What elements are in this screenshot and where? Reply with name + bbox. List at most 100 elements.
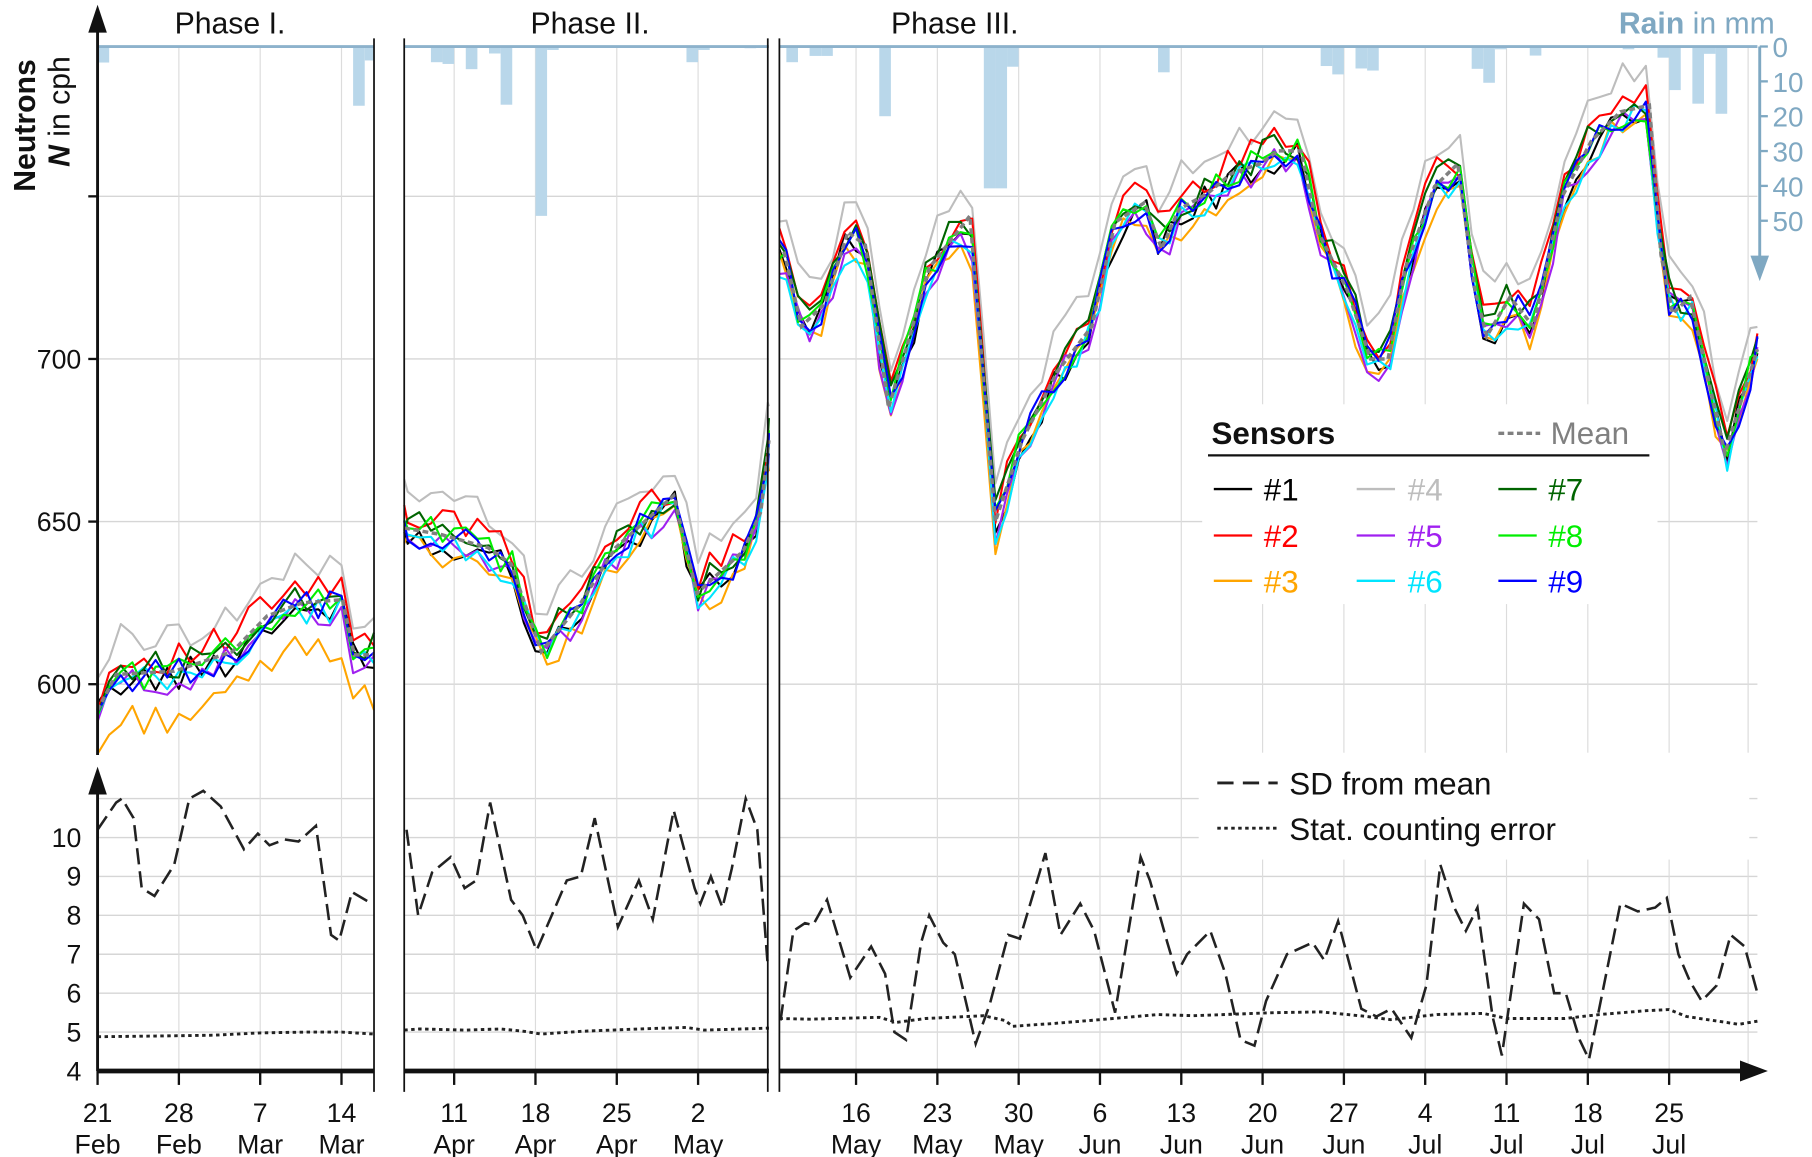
x-tick-label-month: Mar: [237, 1129, 283, 1157]
x-tick-label-month: Jun: [1160, 1129, 1203, 1157]
stat-error-line: [779, 1008, 1758, 1028]
x-tick-label-month: Feb: [156, 1129, 202, 1157]
legend-mean-label: Mean: [1551, 416, 1629, 451]
legend-stat-label: Stat. counting error: [1289, 812, 1556, 847]
sd-tick-label: 8: [66, 901, 81, 931]
legend-sd-label: SD from mean: [1289, 767, 1491, 802]
rain-bar: [500, 46, 513, 105]
panel-title-3: Phase III.: [891, 8, 1019, 41]
legend-label-8: #8: [1548, 519, 1583, 554]
y-label-neutrons: Neutrons: [9, 59, 42, 192]
rain-bar: [353, 46, 365, 106]
rain-bar: [1355, 46, 1368, 69]
x-tick-label-month: Apr: [433, 1129, 475, 1157]
x-tick-label-month: Apr: [596, 1129, 638, 1157]
rain-tick-label: 50: [1773, 206, 1804, 237]
rain-bars: [97, 45, 1758, 216]
x-tick-label-month: May: [993, 1129, 1044, 1157]
sensor-line-6: [403, 440, 770, 657]
sd-axis-arrow-icon: [88, 766, 107, 795]
y-axis-arrow-icon: [88, 4, 107, 33]
rain-bar: [430, 46, 443, 63]
mean-line: [96, 597, 375, 712]
legend-label-3: #3: [1264, 564, 1299, 599]
rain-bar: [97, 46, 110, 63]
rain-tick-label: 0: [1773, 32, 1789, 63]
x-tick-label-month: Feb: [75, 1129, 121, 1157]
x-tick-label-day: 2: [691, 1098, 706, 1128]
sensor-line-4: [779, 62, 1758, 485]
rain-bar: [442, 46, 455, 64]
rain-label-unit: in mm: [1684, 8, 1775, 41]
rain-bar: [465, 46, 478, 70]
error-legend: SD from mean Stat. counting error: [1198, 752, 1750, 860]
sensor-line-6: [779, 104, 1759, 545]
x-tick-label-day: 25: [602, 1098, 632, 1128]
axes: 600650700456789100102030405021Feb28Feb7M…: [37, 4, 1804, 1157]
y-axis-title-unit: N in cph: [44, 56, 77, 167]
sensor-line-2: [96, 575, 375, 712]
x-tick-label-day: 23: [923, 1098, 953, 1128]
mean-line: [782, 103, 1760, 523]
rain-bar: [1158, 46, 1170, 73]
x-tick-label-day: 14: [327, 1098, 357, 1128]
y-label-unit: in cph: [44, 56, 77, 145]
rain-bar: [983, 46, 996, 189]
stat-error-line: [97, 1030, 375, 1039]
x-tick-label-month: Mar: [318, 1129, 364, 1157]
neutron-tick-label: 700: [37, 344, 82, 374]
sensor-line-8: [96, 588, 375, 717]
x-tick-label-day: 27: [1329, 1098, 1359, 1128]
rain-bar: [1692, 46, 1704, 104]
rain-bar: [1007, 46, 1019, 67]
rain-bar: [821, 46, 833, 56]
legend-label-6: #6: [1408, 564, 1443, 599]
sensor-legend: Sensors Mean #1 #2 #3 #4 #5 #6 #7 #8 #9: [1202, 404, 1658, 605]
sd-tick-label: 6: [66, 978, 81, 1008]
rain-label-bold: Rain: [1619, 8, 1684, 41]
x-tick-label-day: 25: [1654, 1098, 1684, 1128]
rain-bar: [547, 46, 559, 50]
legend-label-1: #1: [1264, 473, 1299, 508]
legend-title: Sensors: [1211, 416, 1335, 451]
rain-bar: [1715, 46, 1728, 114]
x-tick-label-month: Apr: [515, 1129, 557, 1157]
x-tick-label-day: 4: [1418, 1098, 1433, 1128]
rain-bar: [1529, 46, 1542, 56]
sensor-line-3: [96, 635, 375, 755]
rain-bar: [364, 46, 375, 61]
x-tick-label-day: 16: [841, 1098, 871, 1128]
panel-title-1: Phase I.: [175, 8, 286, 41]
rain-bar: [786, 46, 798, 63]
panel-title-2: Phase II.: [530, 8, 649, 41]
sensor-line-7: [96, 587, 376, 715]
neutron-tick-label: 600: [37, 669, 82, 699]
x-tick-label-day: 11: [440, 1098, 468, 1128]
x-tick-label-day: 20: [1248, 1098, 1278, 1128]
rain-bar: [1471, 46, 1484, 69]
rain-bar: [1669, 46, 1681, 91]
y-label-var: N: [44, 144, 77, 167]
x-tick-label-day: 28: [164, 1098, 194, 1128]
sd-tick-label: 4: [66, 1056, 81, 1086]
mean-line: [403, 440, 771, 656]
rain-bar: [879, 46, 891, 117]
sd-from-mean-line: [779, 852, 1759, 1064]
sensor-line-2: [403, 434, 770, 635]
x-tick-label-month: May: [831, 1129, 882, 1157]
rain-bar: [1332, 46, 1344, 75]
sd-tick-label: 10: [52, 823, 82, 853]
rain-bar: [535, 46, 548, 216]
legend-label-5: #5: [1408, 519, 1443, 554]
rain-tick-label: 40: [1773, 171, 1804, 202]
rain-tick-label: 10: [1773, 67, 1804, 98]
sensor-lines: [96, 62, 1760, 755]
x-tick-label-month: May: [912, 1129, 963, 1157]
legend-label-2: #2: [1264, 519, 1299, 554]
x-tick-label-month: Jun: [1322, 1129, 1365, 1157]
sensor-line-4: [403, 401, 770, 616]
x-tick-label-day: 18: [521, 1098, 551, 1128]
rain-bar: [809, 46, 822, 56]
rain-bar: [995, 46, 1008, 189]
